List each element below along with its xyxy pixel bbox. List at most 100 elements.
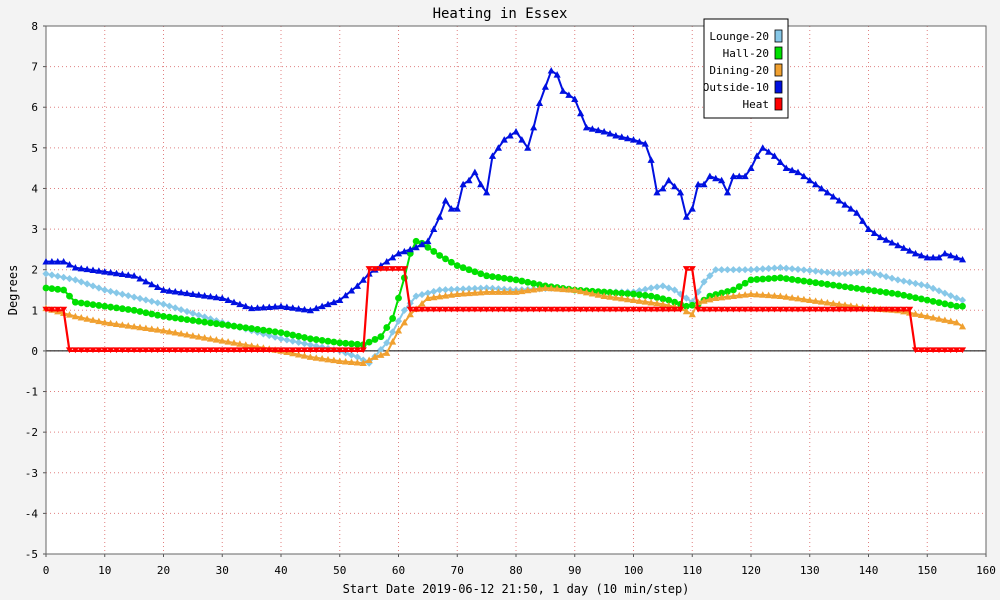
data-point (565, 285, 573, 293)
data-point (776, 274, 784, 282)
data-point (488, 288, 497, 295)
data-point (271, 328, 279, 336)
data-point (42, 284, 50, 292)
x-tick-label: 150 (917, 564, 937, 577)
data-point (588, 306, 596, 313)
data-point (630, 290, 637, 298)
data-point (130, 322, 138, 330)
data-point (612, 289, 620, 297)
data-point (747, 306, 755, 313)
data-point (782, 164, 790, 172)
data-point (759, 275, 767, 283)
data-point (553, 285, 561, 292)
data-point (54, 306, 62, 313)
data-point (441, 306, 450, 313)
data-point (459, 306, 467, 313)
data-point (359, 276, 367, 283)
data-point (659, 295, 667, 303)
data-point (418, 240, 426, 248)
data-point (835, 306, 843, 313)
data-point (218, 337, 226, 344)
data-point (530, 123, 538, 131)
data-point (571, 286, 579, 293)
data-point (912, 294, 919, 302)
data-point (324, 347, 332, 354)
data-point (524, 306, 532, 313)
data-point (518, 287, 526, 295)
data-point (177, 288, 185, 296)
data-point (735, 283, 743, 291)
data-point (136, 323, 144, 331)
data-point (806, 176, 814, 184)
data-point (729, 286, 737, 294)
data-point (195, 317, 203, 325)
data-point (788, 306, 796, 313)
data-point (817, 268, 826, 276)
data-point (759, 144, 767, 151)
data-point (571, 95, 579, 102)
data-point (459, 290, 467, 297)
data-point (671, 298, 679, 306)
data-point (935, 299, 943, 306)
data-point (77, 314, 85, 321)
data-point (618, 133, 626, 140)
y-tick-label: 5 (31, 142, 38, 155)
data-point (312, 304, 320, 312)
data-point (723, 293, 732, 300)
data-point (283, 336, 291, 344)
data-point (958, 255, 967, 263)
data-point (301, 334, 308, 341)
data-point (724, 288, 731, 295)
y-axis-label: Degrees (6, 265, 20, 316)
data-point (130, 293, 138, 301)
data-point (377, 333, 385, 341)
data-point (723, 188, 732, 196)
data-point (336, 347, 344, 354)
data-point (894, 241, 902, 249)
data-point (371, 266, 379, 272)
data-point (406, 245, 414, 253)
data-point (723, 306, 732, 313)
data-point (835, 197, 843, 204)
data-point (494, 306, 502, 313)
series-outside-10 (42, 67, 967, 314)
data-point (389, 253, 397, 261)
data-point (917, 281, 925, 289)
data-point (95, 347, 103, 354)
data-point (788, 276, 796, 283)
data-point (665, 296, 673, 304)
data-point (906, 293, 914, 300)
data-point (741, 172, 749, 180)
data-point (159, 327, 168, 334)
data-point (671, 306, 679, 313)
data-point (541, 83, 549, 90)
data-point (430, 293, 438, 301)
data-point (148, 325, 156, 332)
data-point (565, 91, 573, 98)
data-point (776, 158, 784, 165)
data-point (665, 176, 673, 184)
data-point (206, 292, 215, 300)
data-point (295, 338, 303, 346)
data-point (700, 306, 708, 313)
data-point (806, 296, 814, 304)
data-point (236, 323, 244, 331)
data-point (935, 253, 943, 261)
data-point (300, 305, 309, 313)
data-point (876, 233, 884, 241)
data-point (688, 266, 696, 272)
data-point (48, 271, 56, 279)
data-point (647, 292, 655, 300)
data-point (741, 291, 749, 298)
data-point (847, 269, 855, 277)
data-point (500, 306, 508, 313)
data-point (735, 306, 743, 313)
data-point (77, 278, 85, 286)
data-point (541, 284, 549, 291)
data-point (89, 282, 97, 290)
data-point (112, 289, 121, 297)
data-point (259, 303, 267, 311)
data-point (230, 347, 238, 354)
data-point (107, 268, 115, 276)
data-point (83, 300, 91, 308)
